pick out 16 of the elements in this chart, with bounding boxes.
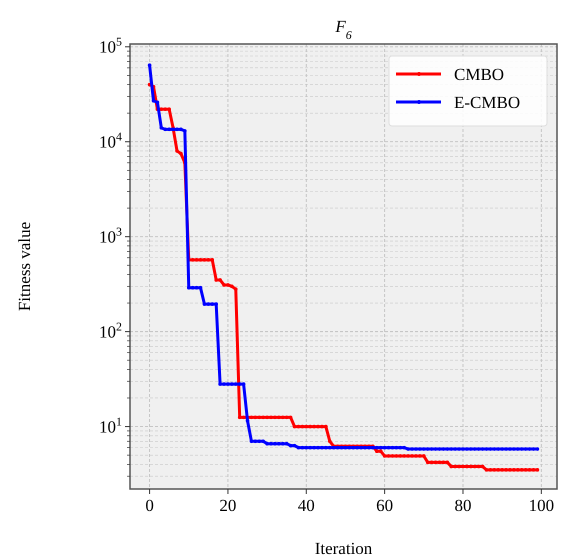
y-axis-title: Fitness value	[15, 222, 34, 312]
x-tick-label: 60	[376, 496, 394, 515]
legend-label: E-CMBO	[454, 92, 520, 112]
chart-title: F$_{6}$	[334, 17, 352, 42]
x-tick-label: 20	[219, 496, 236, 515]
x-tick-label: 0	[145, 496, 154, 515]
y-tick-label: 10$^{5}$	[99, 34, 122, 57]
y-tick-label: 10$^{2}$	[99, 320, 122, 342]
y-tick-label: 10$^{1}$	[99, 414, 122, 437]
y-tick-label: 10$^{3}$	[99, 224, 122, 247]
x-tick-label: 80	[454, 496, 472, 515]
y-tick-label: 10$^{4}$	[99, 130, 122, 152]
x-tick-label: 100	[528, 496, 554, 515]
legend-label: CMBO	[454, 64, 504, 84]
x-tick-label: 40	[298, 496, 315, 515]
x-axis-title: Iteration	[314, 539, 373, 558]
